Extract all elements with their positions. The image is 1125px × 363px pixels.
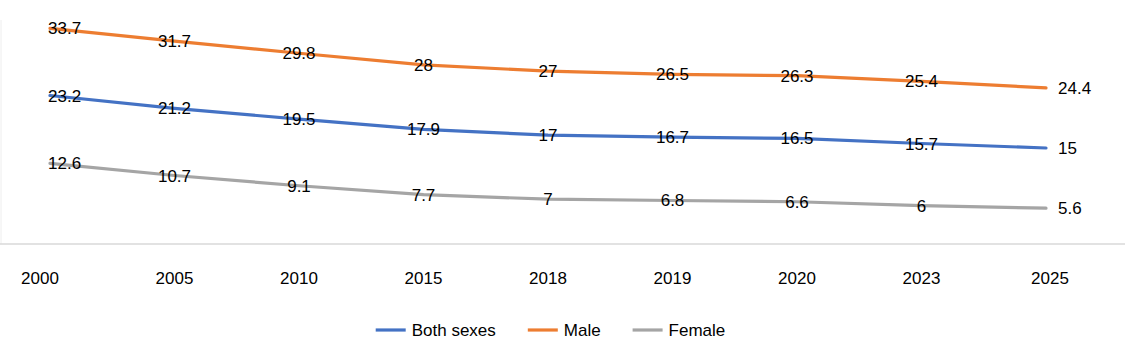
x-tick-label: 2010 bbox=[280, 269, 318, 288]
data-label: 24.4 bbox=[1058, 79, 1091, 98]
data-label: 26.3 bbox=[780, 67, 813, 86]
data-label: 7 bbox=[543, 190, 552, 209]
x-tick-label: 2019 bbox=[654, 269, 692, 288]
series-line bbox=[50, 96, 1046, 148]
chart: 2000 2005 2010 2015 2018 2019 2020 2023 2025 23.2… bbox=[0, 0, 1125, 363]
data-label: 19.5 bbox=[282, 110, 315, 129]
data-label: 17.9 bbox=[407, 120, 440, 139]
x-axis-line bbox=[0, 243, 1125, 244]
x-tick-label: 2020 bbox=[778, 269, 816, 288]
legend-swatch bbox=[633, 328, 663, 331]
legend-label: Both sexes bbox=[412, 321, 496, 340]
data-label: 6.6 bbox=[785, 193, 809, 212]
data-label: 27 bbox=[539, 62, 558, 81]
data-label: 6.8 bbox=[661, 191, 685, 210]
legend-label: Female bbox=[669, 321, 726, 340]
y-axis-line bbox=[1, 20, 2, 244]
data-label: 26.5 bbox=[656, 65, 689, 84]
legend-label: Male bbox=[564, 321, 601, 340]
data-label: 16.5 bbox=[780, 129, 813, 148]
legend-item: Male bbox=[528, 321, 601, 340]
legend-swatch bbox=[376, 328, 406, 331]
data-label: 15.7 bbox=[905, 135, 938, 154]
data-label: 21.2 bbox=[158, 99, 191, 118]
lines bbox=[50, 28, 1046, 208]
data-label: 29.8 bbox=[282, 44, 315, 63]
data-label: 6 bbox=[917, 197, 926, 216]
data-label: 23.2 bbox=[48, 87, 81, 106]
x-tick-label: 2018 bbox=[529, 269, 567, 288]
data-label: 7.7 bbox=[412, 186, 436, 205]
series-line bbox=[50, 28, 1046, 88]
data-label: 12.6 bbox=[48, 154, 81, 173]
x-tick-label: 2005 bbox=[156, 269, 194, 288]
data-label: 33.7 bbox=[48, 19, 81, 38]
data-label: 9.1 bbox=[287, 177, 311, 196]
x-tick-label: 2000 bbox=[21, 269, 59, 288]
x-tick-label: 2025 bbox=[1031, 269, 1069, 288]
data-label: 25.4 bbox=[905, 72, 938, 91]
legend-item: Female bbox=[633, 321, 726, 340]
data-label: 28 bbox=[414, 56, 433, 75]
legend: Both sexes Male Female bbox=[376, 321, 726, 340]
data-label: 31.7 bbox=[158, 32, 191, 51]
x-tick-label: 2023 bbox=[903, 269, 941, 288]
data-label: 5.6 bbox=[1058, 199, 1082, 218]
data-label: 10.7 bbox=[158, 167, 191, 186]
legend-item: Both sexes bbox=[376, 321, 496, 340]
x-tick-label: 2015 bbox=[405, 269, 443, 288]
data-label: 17 bbox=[539, 126, 558, 145]
data-label: 16.7 bbox=[656, 128, 689, 147]
data-label: 15 bbox=[1058, 139, 1077, 158]
legend-swatch bbox=[528, 328, 558, 331]
